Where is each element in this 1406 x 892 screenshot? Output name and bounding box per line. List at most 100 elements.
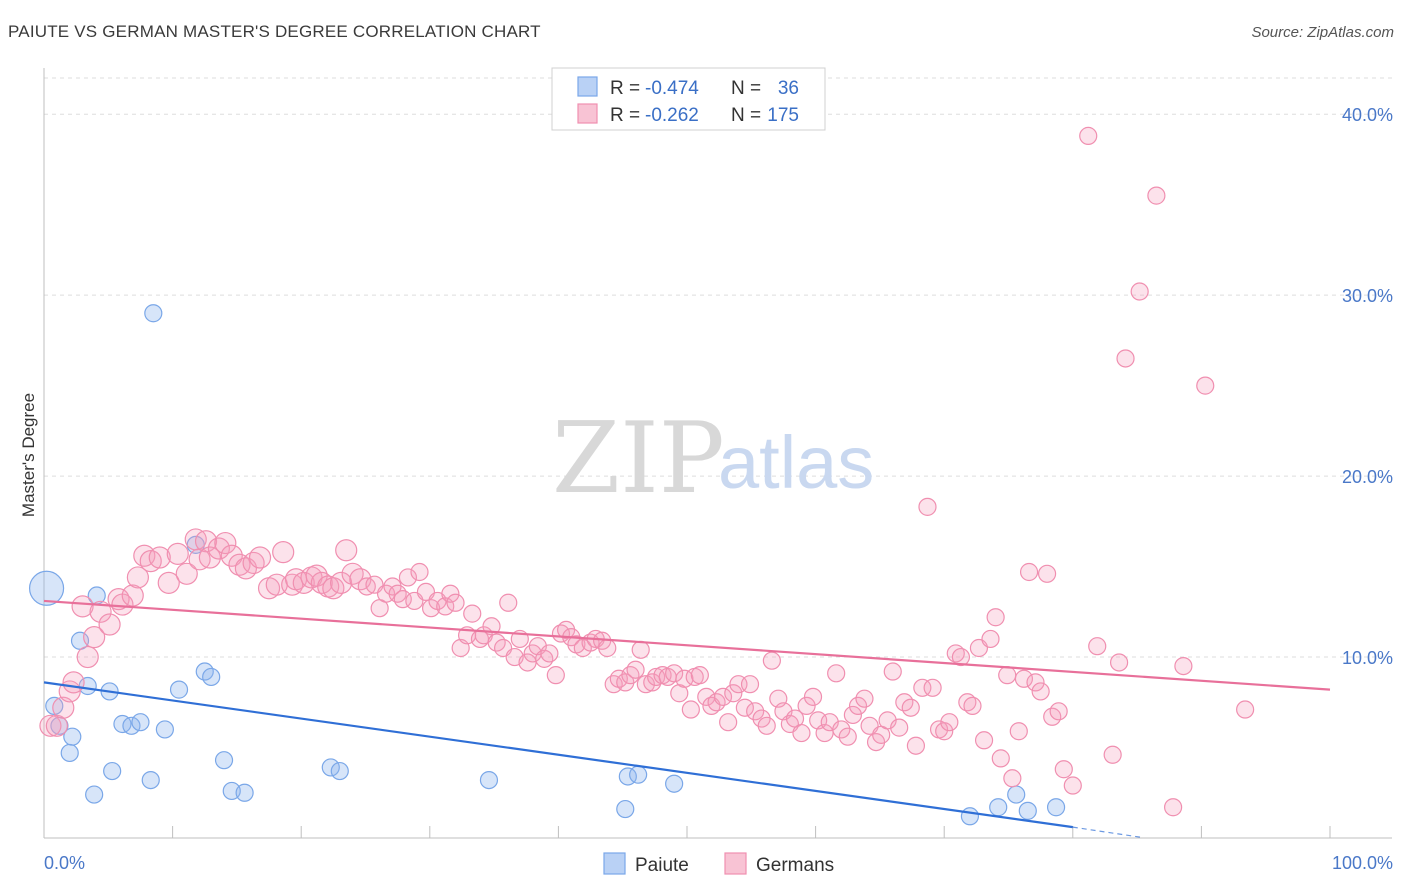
legend-swatch-germans bbox=[577, 103, 598, 124]
paiute-point-23 bbox=[235, 783, 254, 802]
germans-point-178 bbox=[1174, 656, 1193, 676]
germans-point-167 bbox=[1049, 702, 1068, 721]
germans-point-147 bbox=[935, 722, 954, 741]
germans-point-137 bbox=[878, 711, 897, 730]
germans-point-87 bbox=[598, 638, 617, 658]
germans-point-91 bbox=[621, 666, 640, 685]
paiute-point-12 bbox=[122, 716, 141, 735]
germans-point-76 bbox=[535, 649, 554, 668]
correlation-legend: R = -0.474 N = 36 R = -0.262 N = 175 bbox=[551, 67, 826, 131]
germans-point-60 bbox=[441, 584, 460, 603]
germans-point-129 bbox=[832, 720, 851, 739]
paiute-point-17 bbox=[169, 680, 189, 699]
germans-point-133 bbox=[855, 689, 874, 708]
germans-point-113 bbox=[740, 675, 760, 694]
germans-point-61 bbox=[446, 593, 465, 612]
germans-point-23 bbox=[198, 546, 221, 569]
germans-point-159 bbox=[1003, 769, 1022, 788]
paiute-point-1 bbox=[45, 696, 64, 716]
paiute-point-21 bbox=[214, 751, 234, 770]
watermark-atlas: atlas bbox=[718, 421, 874, 504]
germans-point-18 bbox=[166, 542, 189, 566]
paiute-point-27 bbox=[616, 799, 635, 819]
paiute-point-24 bbox=[321, 758, 340, 777]
paiute-trend-extension bbox=[1072, 826, 1141, 838]
germans-point-143 bbox=[913, 678, 932, 697]
germans-point-78 bbox=[546, 666, 565, 685]
germans-point-94 bbox=[636, 675, 655, 694]
paiute-point-3 bbox=[60, 743, 79, 763]
germans-point-88 bbox=[604, 675, 623, 694]
tick-labels: 10.0% 20.0% 30.0% 40.0% 0.0% 100.0% bbox=[44, 105, 1393, 873]
germans-point-42 bbox=[329, 571, 353, 594]
germans-point-173 bbox=[1109, 653, 1129, 672]
bottom-legend-swatch-germans bbox=[724, 852, 747, 875]
legend-r-label-germans: R = bbox=[610, 105, 640, 126]
paiute-point-4 bbox=[63, 727, 82, 746]
legend-n-label-germans: N = bbox=[731, 105, 761, 126]
chart-title: PAIUTE VS GERMAN MASTER'S DEGREE CORRELA… bbox=[8, 22, 541, 41]
germans-point-122 bbox=[792, 723, 811, 743]
germans-point-33 bbox=[272, 540, 295, 564]
germans-point-180 bbox=[1236, 700, 1255, 719]
germans-point-70 bbox=[499, 593, 518, 612]
germans-point-174 bbox=[1116, 349, 1135, 368]
paiute-point-20 bbox=[202, 667, 221, 687]
germans-point-57 bbox=[421, 599, 441, 618]
germans-point-156 bbox=[986, 608, 1005, 627]
germans-point-51 bbox=[388, 584, 407, 603]
legend-r-label-paiute: R = bbox=[610, 78, 640, 99]
axes bbox=[43, 68, 1392, 839]
germans-point-102 bbox=[681, 700, 700, 719]
germans-point-160 bbox=[1009, 722, 1028, 741]
germans-point-145 bbox=[923, 678, 942, 697]
germans-point-5 bbox=[71, 595, 94, 618]
y-tick-label-0: 10.0% bbox=[1342, 648, 1393, 668]
paiute-point-31 bbox=[960, 807, 980, 826]
germans-point-25 bbox=[214, 531, 237, 555]
germans-point-27 bbox=[228, 553, 251, 576]
germans-point-155 bbox=[981, 629, 1000, 649]
germans-point-104 bbox=[690, 666, 709, 685]
germans-point-148 bbox=[940, 713, 959, 732]
germans-point-39 bbox=[310, 571, 333, 594]
germans-point-177 bbox=[1164, 798, 1183, 817]
paiute-point-16 bbox=[155, 720, 174, 739]
germans-point-109 bbox=[719, 713, 738, 732]
germans-point-169 bbox=[1063, 776, 1082, 795]
germans-point-158 bbox=[998, 666, 1017, 685]
legend-n-value-germans: 175 bbox=[767, 105, 799, 126]
germans-point-142 bbox=[906, 736, 926, 755]
paiute-point-7 bbox=[85, 785, 104, 804]
germans-point-123 bbox=[797, 696, 816, 716]
germans-point-124 bbox=[803, 687, 823, 706]
paiute-point-14 bbox=[141, 770, 160, 790]
germans-point-139 bbox=[890, 718, 909, 737]
trend-lines bbox=[43, 599, 1331, 838]
paiute-point-30 bbox=[665, 774, 684, 793]
y-axis-label: Master's Degree bbox=[19, 393, 38, 517]
germans-point-165 bbox=[1037, 564, 1057, 583]
germans-point-114 bbox=[746, 702, 765, 721]
germans-point-168 bbox=[1054, 760, 1073, 779]
germans-point-17 bbox=[157, 571, 180, 594]
watermark: ZIP atlas bbox=[552, 402, 874, 516]
germans-point-9 bbox=[98, 613, 121, 636]
germans-point-110 bbox=[724, 684, 743, 703]
germans-point-127 bbox=[820, 713, 839, 732]
germans-point-164 bbox=[1031, 682, 1050, 701]
germans-point-92 bbox=[626, 660, 645, 679]
germans-point-163 bbox=[1026, 673, 1045, 692]
legend-r-value-paiute: -0.474 bbox=[645, 78, 699, 99]
x-tick-label-1: 100.0% bbox=[1332, 853, 1393, 873]
germans-point-117 bbox=[762, 651, 781, 670]
source-credit: Source: ZipAtlas.com bbox=[1251, 24, 1394, 41]
series-legend: Paiute Germans bbox=[603, 852, 834, 876]
germans-point-52 bbox=[393, 590, 412, 609]
legend-n-value-paiute: 36 bbox=[778, 78, 799, 99]
legend-n-label-paiute: N = bbox=[731, 78, 761, 99]
germans-point-77 bbox=[540, 644, 559, 663]
germans-point-172 bbox=[1103, 745, 1122, 764]
paiute-point-33 bbox=[1007, 785, 1026, 804]
